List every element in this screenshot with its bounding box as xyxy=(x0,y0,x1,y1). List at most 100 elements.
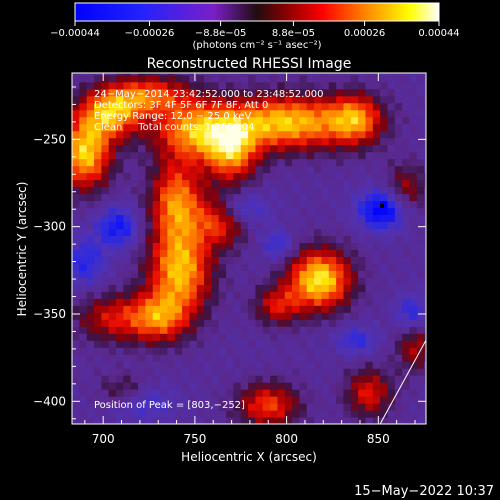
heatmap-cell xyxy=(248,361,257,369)
heatmap-cell xyxy=(233,326,242,334)
heatmap-cell xyxy=(328,375,337,383)
heatmap-cell xyxy=(248,116,257,125)
heatmap-cell xyxy=(174,410,183,418)
heatmap-cell xyxy=(116,403,124,411)
heatmap-cell xyxy=(204,291,212,299)
heatmap-cell xyxy=(86,200,95,209)
heatmap-cell xyxy=(101,319,110,327)
heatmap-cell xyxy=(108,158,117,167)
heatmap-cell xyxy=(94,242,102,250)
heatmap-cell xyxy=(372,340,381,348)
heatmap-cell xyxy=(409,417,418,424)
heatmap-cell xyxy=(328,298,337,306)
heatmap-cell xyxy=(167,144,176,153)
heatmap-cell xyxy=(211,116,220,125)
heatmap-cell xyxy=(358,221,367,230)
heatmap-cell xyxy=(387,270,396,278)
heatmap-cell xyxy=(123,235,132,243)
heatmap-cell xyxy=(79,109,88,118)
heatmap-cell xyxy=(233,207,242,216)
heatmap-cell xyxy=(79,137,88,146)
heatmap-cell xyxy=(248,249,257,257)
heatmap-cell xyxy=(416,207,425,216)
heatmap-cell xyxy=(152,326,161,334)
heatmap-cell xyxy=(189,375,198,383)
heatmap-cell xyxy=(204,361,212,369)
heatmap-cell xyxy=(204,81,212,90)
heatmap-cell xyxy=(145,382,154,390)
heatmap-cell xyxy=(167,123,176,132)
heatmap-cell xyxy=(108,221,117,230)
heatmap-cell xyxy=(336,403,345,411)
heatmap-cell xyxy=(240,256,249,264)
heatmap-cell xyxy=(350,116,359,125)
heatmap-cell xyxy=(72,214,80,223)
heatmap-cell xyxy=(204,116,212,125)
heatmap-cell xyxy=(387,102,396,111)
annotation-detectors: Detectors: 3F 4F 5F 6F 7F 8F, Att 0 xyxy=(94,100,268,111)
heatmap-cell xyxy=(123,95,132,104)
heatmap-cell xyxy=(299,221,308,230)
colorbar: −0.00044 −0.00026 −8.8e−05 8.8e−05 0.00026 0.… xyxy=(50,2,460,51)
heatmap-cell xyxy=(211,375,220,383)
heatmap-cell xyxy=(226,200,235,209)
heatmap-cell xyxy=(402,144,411,153)
heatmap-cell xyxy=(416,319,425,327)
heatmap-cell xyxy=(336,354,345,362)
heatmap-cell xyxy=(101,165,110,174)
heatmap-cell xyxy=(248,319,257,327)
heatmap-cell xyxy=(182,81,190,90)
heatmap-cell xyxy=(306,354,315,362)
heatmap-cell xyxy=(321,417,330,424)
heatmap-cell xyxy=(86,123,95,132)
heatmap-cell xyxy=(306,137,315,146)
heatmap-cell xyxy=(72,73,80,76)
heatmap-cell xyxy=(116,221,124,230)
heatmap-cell xyxy=(174,137,183,146)
heatmap-cell xyxy=(424,172,426,181)
heatmap-cell xyxy=(358,291,367,299)
heatmap-cell xyxy=(138,263,146,271)
heatmap-cell xyxy=(123,123,132,132)
heatmap-cell xyxy=(358,354,367,362)
heatmap-cell xyxy=(211,270,220,278)
heatmap-cell xyxy=(284,235,293,243)
heatmap-cell xyxy=(416,193,425,202)
heatmap-cell xyxy=(86,319,95,327)
heatmap-cell xyxy=(314,207,323,216)
heatmap-cell xyxy=(101,221,110,230)
heatmap-cell xyxy=(123,396,132,404)
heatmap-cell xyxy=(270,200,279,209)
heatmap-cell xyxy=(123,172,132,181)
heatmap-cell xyxy=(424,368,426,376)
heatmap-cell xyxy=(138,214,146,223)
heatmap-cell xyxy=(409,270,418,278)
heatmap-cell xyxy=(108,235,117,243)
heatmap-cell xyxy=(372,200,381,209)
heatmap-cell xyxy=(145,333,154,341)
heatmap-cell xyxy=(255,298,264,306)
heatmap-cell xyxy=(145,410,154,418)
heatmap-cell xyxy=(79,375,88,383)
heatmap-cell xyxy=(130,172,139,181)
heatmap-cell xyxy=(336,193,345,202)
heatmap-cell xyxy=(321,123,330,132)
heatmap-cell xyxy=(160,340,168,348)
heatmap-cell xyxy=(372,235,381,243)
heatmap-cell xyxy=(233,116,242,125)
heatmap-cell xyxy=(292,207,301,216)
heatmap-cell xyxy=(314,326,323,334)
colorbar-units-label: (photons cm⁻² s⁻¹ asec⁻²) xyxy=(192,40,321,51)
heatmap-cell xyxy=(218,221,227,230)
heatmap-cell xyxy=(321,277,330,285)
heatmap-cell xyxy=(248,207,257,216)
heatmap-cell xyxy=(262,298,271,306)
heatmap-cell xyxy=(262,165,271,174)
heatmap-cell xyxy=(182,340,190,348)
heatmap-cell xyxy=(284,116,293,125)
heatmap-cell xyxy=(167,249,176,257)
heatmap-cell xyxy=(123,403,132,411)
heatmap-cell xyxy=(402,305,411,313)
heatmap-cell xyxy=(402,389,411,397)
heatmap-cell xyxy=(321,200,330,209)
